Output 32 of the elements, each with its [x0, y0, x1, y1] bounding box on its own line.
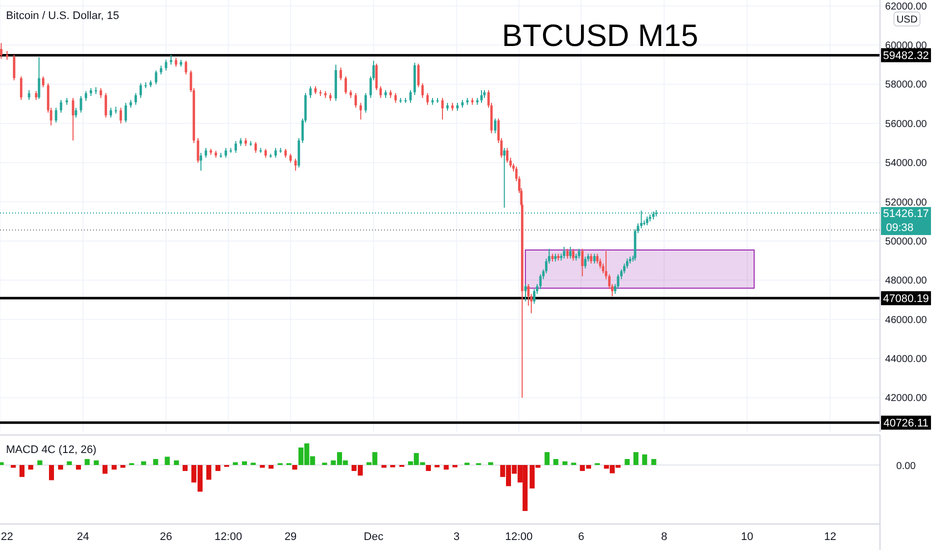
y-tick-label: 52000.00: [885, 197, 928, 208]
x-tick-label: 8: [661, 531, 668, 543]
x-tick-label: 6: [578, 531, 584, 543]
ref-line-label: 40726.11: [883, 418, 929, 430]
ref-line-label: 51426.17: [883, 208, 929, 220]
text: BTCUSD M15: [502, 18, 698, 53]
chart-title: MACD 4C (12, 26): [6, 444, 96, 456]
x-tick-label: 10: [741, 531, 754, 543]
y-tick-label: 48000.00: [885, 276, 928, 287]
x-tick-label: 24: [76, 531, 90, 543]
y-tick-label: 58000.00: [885, 80, 928, 91]
x-tick-label: 3: [454, 531, 460, 543]
y-tick-label: 50000.00: [885, 236, 928, 248]
ref-line-label: 47080.19: [883, 293, 929, 306]
x-tick-label: 12: [824, 531, 836, 543]
ref-line-label: 59482.32: [883, 50, 929, 62]
y-tick-label: 42000.00: [885, 393, 928, 404]
x-tick-label: 29: [284, 531, 297, 543]
x-tick-label: 22: [0, 531, 14, 543]
text: 09:38: [886, 222, 914, 234]
y-axis-title: USD: [896, 14, 918, 26]
y-tick-label: 56000.00: [885, 118, 928, 130]
y-tick-label: 46000.00: [885, 314, 928, 326]
x-tick-label: 12:00: [214, 531, 242, 543]
y-tick-label: 54000.00: [885, 158, 928, 170]
x-tick-label: Dec: [364, 531, 384, 543]
x-tick-label: 26: [160, 531, 172, 543]
y-tick-label: 62000.00: [885, 1, 928, 12]
x-tick-label: 12:00: [505, 531, 533, 543]
y-tick-label: 44000.00: [885, 354, 928, 366]
text: Bitcoin / U.S. Dollar, 15: [6, 10, 120, 22]
ref-line-label: 0.00: [896, 461, 916, 472]
